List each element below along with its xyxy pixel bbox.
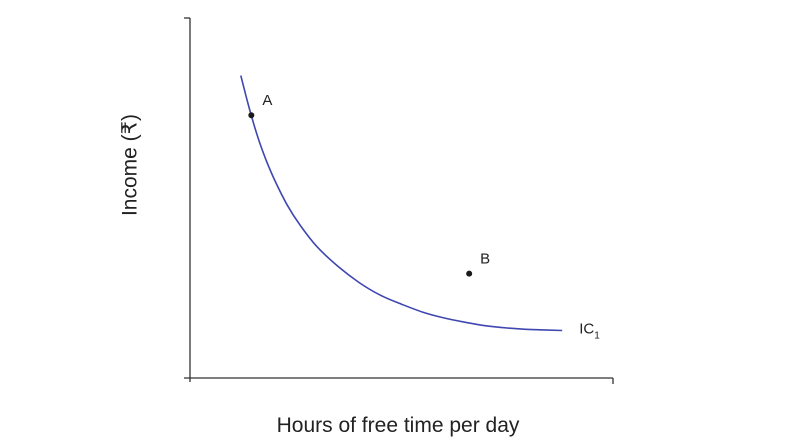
point-label-a: A xyxy=(262,92,272,109)
x-axis-label: Hours of free time per day xyxy=(276,414,520,437)
series-label-main: IC xyxy=(579,320,594,337)
axes xyxy=(184,17,614,384)
point-b xyxy=(466,270,473,277)
point-a xyxy=(248,112,255,119)
y-axis-label: Income (₹) xyxy=(118,113,142,217)
series-label-subscript: 1 xyxy=(594,330,600,341)
curves: IC1 xyxy=(240,75,600,341)
point-label-b: B xyxy=(480,251,490,268)
points: AB xyxy=(248,92,490,277)
series-label-1: IC1 xyxy=(579,320,600,341)
indifference-curve-1 xyxy=(240,75,563,332)
